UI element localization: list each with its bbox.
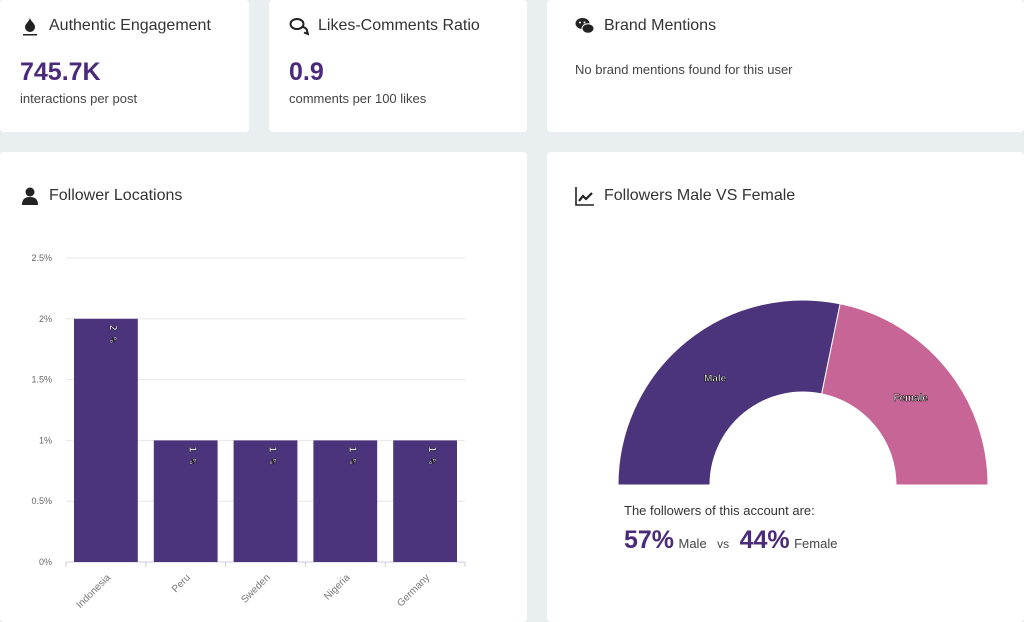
card-title: Followers Male VS Female [604, 187, 796, 204]
brand-mentions-message: No brand mentions found for this user [575, 62, 793, 77]
wechat-icon [575, 18, 595, 34]
user-icon [22, 187, 38, 205]
gender-intro: The followers of this account are: [624, 503, 815, 518]
y-tick-label: 0.5% [31, 496, 52, 506]
y-tick-label: 1.5% [31, 375, 52, 385]
gender-summary: 57% Male vs 44% Female [624, 526, 837, 555]
comments-icon [289, 18, 309, 36]
bar-data-label: 2 % [107, 325, 118, 343]
x-tick-label: Indonesia [75, 572, 114, 611]
male-percent: 57% [624, 526, 675, 554]
bar-data-label: 1 % [267, 446, 278, 464]
x-tick-label: Nigeria [322, 572, 352, 602]
gender-gauge-chart: Male Female [617, 299, 989, 486]
engagement-value: 745.7K [20, 58, 101, 86]
bar-sweden [233, 440, 298, 562]
follower-locations-card: Follower Locations 0% 0.5% 1% 1.5% 2% 2.5% 2 %… [0, 152, 527, 622]
bar-peru [153, 440, 218, 562]
fire-icon [23, 18, 37, 36]
y-tick-label: 2% [39, 314, 52, 324]
ratio-caption: comments per 100 likes [289, 91, 427, 106]
x-tick-label: Peru [170, 572, 193, 595]
card-title: Follower Locations [49, 187, 183, 204]
likes-comments-ratio-card: Likes-Comments Ratio 0.9 comments per 10… [269, 0, 527, 132]
brand-mentions-card: Brand Mentions No brand mentions found f… [547, 0, 1024, 132]
male-label: Male [678, 536, 707, 551]
card-title: Likes-Comments Ratio [318, 17, 480, 34]
vs-label: vs [717, 537, 730, 551]
bar-germany [393, 440, 457, 562]
x-tick-label: Germany [395, 572, 432, 609]
gauge-slice-male [617, 299, 841, 486]
gauge-slice-female [821, 303, 989, 486]
female-label: Female [794, 536, 838, 551]
x-tick-label: Sweden [239, 572, 272, 605]
y-tick-label: 0% [39, 557, 52, 567]
follower-locations-chart: 0% 0.5% 1% 1.5% 2% 2.5% 2 % Indonesia 1 % Peru 1 %… [31, 253, 466, 611]
bar-nigeria [313, 440, 378, 562]
card-title: Brand Mentions [604, 17, 717, 34]
ratio-value: 0.9 [289, 58, 324, 86]
bar-indonesia [74, 318, 138, 562]
gauge-slice-label: Female [893, 393, 928, 404]
bar-data-label: 1 % [346, 446, 357, 464]
bar-data-label: 1 % [426, 446, 437, 464]
line-chart-icon [575, 187, 594, 206]
y-tick-label: 2.5% [31, 253, 52, 263]
female-percent: 44% [739, 526, 790, 554]
authentic-engagement-card: Authentic Engagement 745.7K interactions… [0, 0, 249, 132]
card-title: Authentic Engagement [49, 17, 211, 34]
bar-data-label: 1 % [187, 446, 198, 464]
gauge-slice-label: Male [704, 373, 727, 384]
gender-card: Followers Male VS Female Male Female The … [547, 152, 1024, 622]
y-tick-label: 1% [39, 435, 52, 445]
engagement-caption: interactions per post [20, 91, 138, 106]
